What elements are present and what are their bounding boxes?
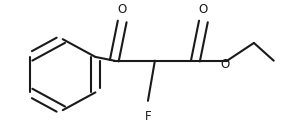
Text: O: O: [118, 3, 127, 16]
Text: O: O: [199, 3, 208, 16]
Text: O: O: [221, 58, 230, 71]
Text: F: F: [144, 110, 151, 123]
